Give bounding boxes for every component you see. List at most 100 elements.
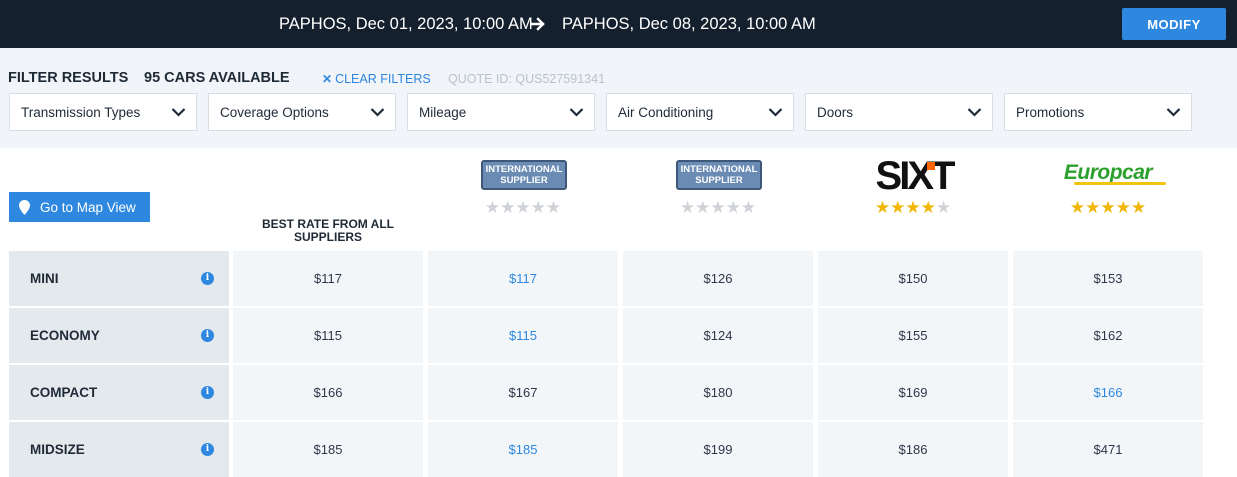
star-icon: ★ bbox=[1100, 198, 1116, 217]
best-price-link[interactable]: $166 bbox=[1093, 385, 1123, 400]
best-rate-cell[interactable]: $166 bbox=[233, 365, 423, 420]
star-icon: ★ bbox=[1130, 198, 1147, 217]
supplier-header[interactable]: INTERNATIONAL SUPPLIER ★★★★★ bbox=[428, 153, 618, 223]
mileage-dropdown[interactable]: Mileage bbox=[407, 93, 595, 131]
rate-cell[interactable]: $155 bbox=[818, 308, 1008, 363]
best-rate-cell[interactable]: $115 bbox=[233, 308, 423, 363]
star-icon: ★ bbox=[1069, 198, 1086, 217]
price-value: $124 bbox=[703, 328, 733, 343]
rate-cell[interactable]: $169 bbox=[818, 365, 1008, 420]
car-class-label[interactable]: MINI i bbox=[9, 251, 229, 306]
pickup-details: PAPHOS, Dec 01, 2023, 10:00 AM bbox=[279, 14, 533, 33]
map-pin-icon bbox=[19, 199, 30, 215]
best-rate-column-header: BEST RATE FROM ALL SUPPLIERS bbox=[262, 217, 394, 244]
supplier-header[interactable]: Europcar ★★★★★ bbox=[1013, 153, 1203, 223]
europcar-logo: Europcar bbox=[1063, 161, 1153, 184]
price-value: $167 bbox=[508, 385, 538, 400]
rate-cell[interactable]: $150 bbox=[818, 251, 1008, 306]
car-class-name: MIDSIZE bbox=[30, 442, 85, 457]
air-conditioning-dropdown[interactable]: Air Conditioning bbox=[606, 93, 794, 131]
rate-cell[interactable]: $124 bbox=[623, 308, 813, 363]
chevron-down-icon bbox=[1166, 108, 1181, 117]
price-value: $166 bbox=[313, 385, 343, 400]
star-icon: ★ bbox=[920, 198, 936, 217]
rate-cell[interactable]: $471 bbox=[1013, 422, 1203, 477]
best-price-link[interactable]: $117 bbox=[509, 271, 537, 286]
close-icon: ✕ bbox=[322, 72, 333, 86]
chevron-down-icon bbox=[967, 108, 982, 117]
cars-available-count: 95 CARS AVAILABLE bbox=[144, 70, 290, 86]
star-icon: ★ bbox=[679, 198, 696, 217]
dropdown-label: Doors bbox=[817, 104, 854, 120]
best-price-link[interactable]: $115 bbox=[509, 328, 537, 343]
sixt-logo: SIXT bbox=[876, 156, 958, 194]
promotions-dropdown[interactable]: Promotions bbox=[1004, 93, 1192, 131]
rate-cell[interactable]: $166 bbox=[1013, 365, 1203, 420]
rate-cell[interactable]: $186 bbox=[818, 422, 1008, 477]
car-class-name: MINI bbox=[30, 271, 59, 286]
price-value: $162 bbox=[1093, 328, 1123, 343]
price-value: $153 bbox=[1093, 271, 1123, 286]
star-icon: ★ bbox=[740, 198, 757, 217]
car-class-label[interactable]: COMPACT i bbox=[9, 365, 229, 420]
price-value: $169 bbox=[898, 385, 928, 400]
filter-results-heading: FILTER RESULTS bbox=[8, 70, 129, 86]
rate-cell[interactable]: $153 bbox=[1013, 251, 1203, 306]
price-value: $186 bbox=[898, 442, 928, 457]
best-rate-cell[interactable]: $117 bbox=[233, 251, 423, 306]
info-icon[interactable]: i bbox=[201, 385, 214, 399]
supplier-header[interactable]: SIXT ★★★★★ bbox=[818, 153, 1008, 223]
info-icon[interactable]: i bbox=[201, 442, 214, 456]
rate-cell[interactable]: $117 bbox=[428, 251, 618, 306]
modify-button[interactable]: MODIFY bbox=[1122, 8, 1226, 40]
dropdown-label: Air Conditioning bbox=[618, 104, 714, 120]
car-class-label[interactable]: MIDSIZE i bbox=[9, 422, 229, 477]
international-supplier-badge: INTERNATIONAL SUPPLIER bbox=[676, 160, 762, 190]
rate-cell[interactable]: $126 bbox=[623, 251, 813, 306]
chevron-down-icon bbox=[768, 108, 783, 117]
rate-cell[interactable]: $185 bbox=[428, 422, 618, 477]
star-icon: ★ bbox=[725, 198, 741, 217]
star-icon: ★ bbox=[500, 198, 516, 217]
price-value: $115 bbox=[314, 328, 342, 343]
map-view-label: Go to Map View bbox=[40, 199, 136, 215]
star-icon: ★ bbox=[545, 198, 562, 217]
star-icon: ★ bbox=[695, 198, 711, 217]
rate-cell[interactable]: $167 bbox=[428, 365, 618, 420]
supplier-header[interactable]: INTERNATIONAL SUPPLIER ★★★★★ bbox=[623, 153, 813, 223]
star-icon: ★ bbox=[1085, 198, 1101, 217]
star-icon: ★ bbox=[515, 198, 531, 217]
rate-cell[interactable]: $180 bbox=[623, 365, 813, 420]
quote-id: QUOTE ID: QUS527591341 bbox=[448, 72, 606, 86]
rate-cell[interactable]: $199 bbox=[623, 422, 813, 477]
best-rate-cell[interactable]: $185 bbox=[233, 422, 423, 477]
clear-filters-label: CLEAR FILTERS bbox=[335, 72, 431, 86]
chevron-down-icon bbox=[370, 108, 385, 117]
clear-filters-link[interactable]: ✕ CLEAR FILTERS bbox=[322, 72, 431, 86]
rating-stars: ★★★★★ bbox=[623, 199, 813, 216]
price-value: $150 bbox=[898, 271, 928, 286]
arrow-right-icon bbox=[530, 0, 546, 48]
price-value: $155 bbox=[898, 328, 928, 343]
doors-dropdown[interactable]: Doors bbox=[805, 93, 993, 131]
coverage-options-dropdown[interactable]: Coverage Options bbox=[208, 93, 396, 131]
transmission-types-dropdown[interactable]: Transmission Types bbox=[9, 93, 197, 131]
price-value: $199 bbox=[703, 442, 733, 457]
dropdown-label: Coverage Options bbox=[220, 104, 329, 120]
rating-stars: ★★★★★ bbox=[818, 199, 1008, 216]
go-to-map-view-button[interactable]: Go to Map View bbox=[9, 192, 150, 222]
international-supplier-badge: INTERNATIONAL SUPPLIER bbox=[481, 160, 567, 190]
chevron-down-icon bbox=[569, 108, 584, 117]
info-icon[interactable]: i bbox=[201, 328, 214, 342]
rate-cell[interactable]: $115 bbox=[428, 308, 618, 363]
star-icon: ★ bbox=[890, 198, 906, 217]
star-icon: ★ bbox=[530, 198, 546, 217]
car-class-label[interactable]: ECONOMY i bbox=[9, 308, 229, 363]
dropdown-label: Promotions bbox=[1016, 104, 1085, 120]
rate-cell[interactable]: $162 bbox=[1013, 308, 1203, 363]
info-icon[interactable]: i bbox=[201, 271, 214, 285]
price-value: $180 bbox=[703, 385, 733, 400]
star-icon: ★ bbox=[935, 198, 952, 217]
dropoff-details: PAPHOS, Dec 08, 2023, 10:00 AM bbox=[562, 14, 816, 33]
best-price-link[interactable]: $185 bbox=[508, 442, 538, 457]
